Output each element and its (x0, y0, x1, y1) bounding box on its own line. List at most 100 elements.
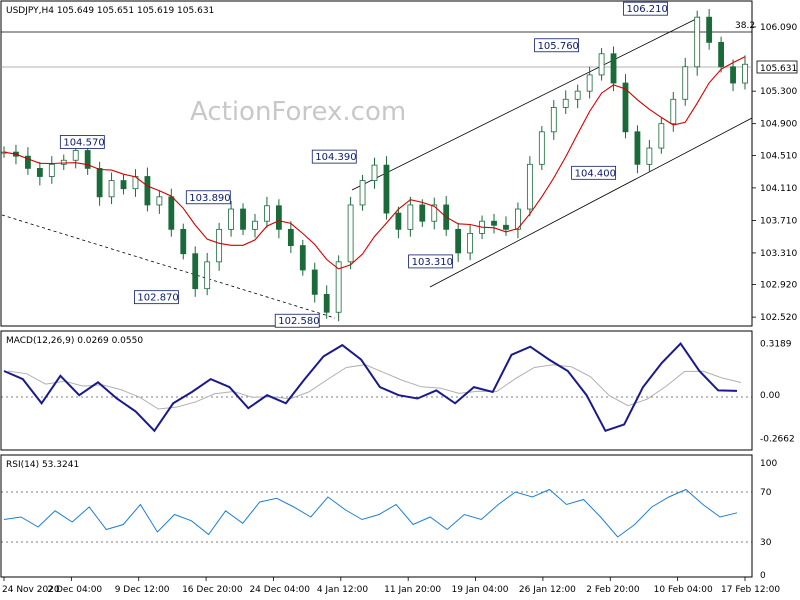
candle-body (562, 98, 569, 108)
moving-average-line (3, 56, 746, 270)
candle-body (467, 233, 474, 254)
channel-lower-line (429, 117, 753, 288)
macd-line (3, 342, 738, 433)
candle-body (144, 176, 151, 206)
candle-body (323, 293, 330, 313)
candle-body (610, 53, 617, 84)
candle-body (515, 208, 521, 230)
main-header: USDJPY,H4 105.649 105.651 105.619 105.63… (6, 6, 214, 16)
x-tick-label: 26 Jan 12:00 (519, 585, 576, 595)
candle-body (538, 131, 545, 165)
annotation-label: 106.210 (626, 4, 667, 15)
fib-label: 38.2 (735, 21, 755, 31)
macd-y-tick-label: 0.00 (760, 391, 780, 401)
candle-body (419, 204, 426, 222)
candle-body (60, 159, 67, 165)
main-y-tick-label: 103.710 (760, 216, 797, 226)
candle-body (287, 228, 294, 246)
candle-body (550, 107, 557, 133)
candle-body (574, 90, 581, 100)
candle-body (96, 167, 103, 198)
macd-signal-line (7, 364, 742, 410)
annotation-box (534, 38, 579, 53)
candle-body (371, 164, 378, 181)
main-y-axis: 106.090 105.300 104.900 104.510 104.110 103.7… (752, 23, 797, 323)
candle-body (228, 208, 234, 230)
rsi-y-tick-label: 100 (760, 459, 777, 469)
candle-body (168, 196, 175, 230)
macd-y-tick-label: -0.2662 (760, 434, 795, 444)
candle-body (622, 82, 629, 133)
candle-body (682, 66, 689, 100)
candle-body (311, 269, 318, 295)
annotation-box (311, 149, 357, 164)
candle-body (742, 63, 748, 84)
main-y-tick-label: 106.090 (760, 23, 797, 33)
candle-body (634, 131, 641, 165)
candle-body (491, 220, 497, 226)
candle-body (192, 253, 199, 290)
annotation-label: 102.870 (137, 293, 178, 304)
annotation-box (623, 1, 668, 16)
x-tick-label: 11 Jan 20:00 (384, 585, 441, 595)
watermark: ActionForex.com (190, 97, 406, 127)
x-tick-label: 2 Dec 04:00 (47, 585, 102, 595)
annotation-box (408, 254, 454, 269)
current-price-box (756, 60, 798, 74)
candle-body (299, 245, 306, 271)
candle-body (180, 228, 187, 255)
candle-body (730, 66, 736, 84)
candle-body (252, 220, 258, 230)
price-annotations: 104.570 103.890 102.870 102.580 104.390 103.3… (59, 1, 668, 328)
rsi-line (3, 488, 738, 538)
annotation-label: 103.310 (412, 257, 453, 268)
annotation-label: 103.890 (189, 193, 230, 204)
x-tick-label: 10 Feb 04:00 (654, 585, 713, 595)
candle-body (526, 163, 533, 210)
rsi-y-axis: 100 70 30 0 (760, 459, 777, 581)
candle-body (335, 261, 342, 313)
candle-body (48, 163, 55, 177)
macd-y-axis: 0.3189 0.00 -0.2662 (760, 340, 795, 445)
annotation-box (274, 313, 320, 328)
candle-body (586, 74, 593, 92)
candle-body (694, 16, 701, 68)
main-y-tick-label: 104.900 (760, 120, 797, 130)
rsi-y-tick-label: 70 (760, 488, 772, 498)
candle-body (347, 204, 354, 263)
annotation-label: 105.760 (538, 41, 579, 52)
annotation-label: 104.570 (63, 137, 104, 148)
annotation-label: 102.580 (278, 316, 319, 327)
rsi-y-tick-label: 0 (760, 571, 766, 581)
annotation-label: 104.390 (315, 152, 356, 163)
candle-body (359, 180, 366, 206)
candle-body (431, 204, 438, 222)
x-tick-label: 24 Nov 2020 (2, 585, 60, 595)
candle-body (25, 155, 31, 169)
macd-y-tick-label: 0.3189 (760, 340, 792, 350)
x-tick-label: 19 Jan 04:00 (452, 585, 509, 595)
candle-body (72, 150, 79, 161)
x-tick-label: 17 Feb 12:00 (721, 585, 780, 595)
macd-panel (0, 330, 753, 451)
candle-body (240, 208, 246, 230)
rsi-panel (0, 454, 753, 578)
main-y-tick-label: 103.310 (760, 249, 797, 259)
x-tick-label: 4 Jan 12:00 (317, 585, 369, 595)
candle-body (646, 147, 653, 165)
candle-body (503, 224, 509, 230)
rsi-header: RSI(14) 53.3241 (6, 460, 79, 470)
dashed-trendline (1, 214, 336, 319)
candle-body (598, 53, 605, 76)
rsi-y-tick-label: 30 (760, 538, 772, 548)
annotation-box (134, 290, 179, 305)
main-y-tick-label: 102.920 (760, 281, 797, 291)
main-y-tick-label: 104.110 (760, 184, 797, 194)
candle-body (120, 180, 127, 190)
candle-body (156, 196, 163, 206)
candle-body (264, 205, 270, 222)
candle-body (658, 123, 665, 149)
annotation-box (59, 135, 105, 149)
